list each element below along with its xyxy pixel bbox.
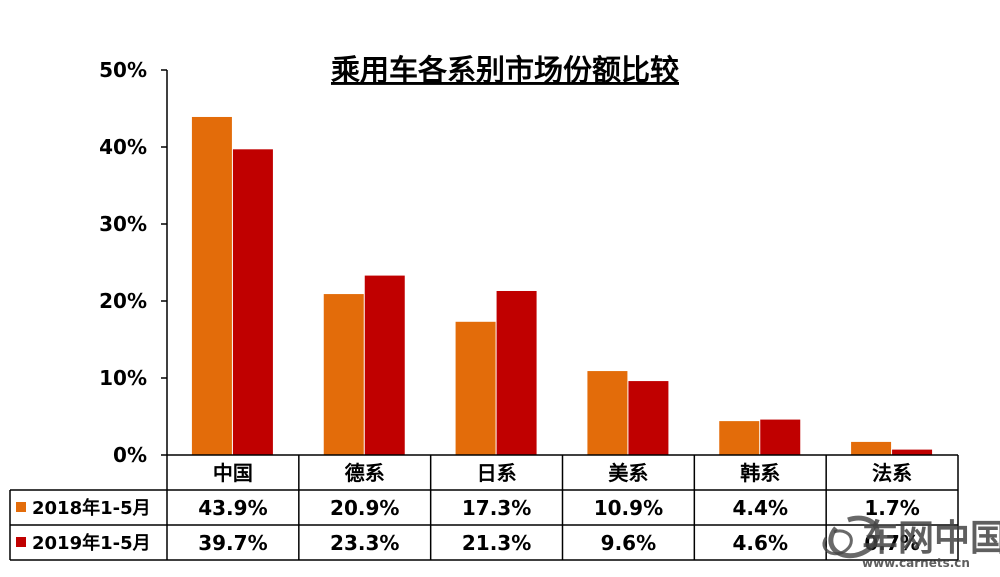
y-tick-label: 30% <box>99 212 147 236</box>
data-label: 9.6% <box>601 531 656 555</box>
bar-1-5 <box>719 421 760 455</box>
category-label: 德系 <box>345 461 385 485</box>
y-tick-label: 50% <box>99 58 147 82</box>
data-label: 4.4% <box>733 496 788 520</box>
category-label: 中国 <box>213 461 253 485</box>
bar-1-2 <box>323 294 364 455</box>
bar-1-6 <box>851 441 892 455</box>
bar-1-3 <box>455 321 496 455</box>
category-label: 美系 <box>608 461 648 485</box>
data-label: 23.3% <box>330 531 399 555</box>
category-label: 日系 <box>477 461 517 485</box>
data-label: 17.3% <box>462 496 531 520</box>
data-table: 中国 德系 日系 美系 韩系 法系 2018年1-5月 43.9% 20.9% 17.3% 10.9… <box>9 454 959 561</box>
legend-swatch <box>16 537 26 547</box>
y-tick-label: 0% <box>113 443 147 467</box>
legend-swatch <box>16 502 26 512</box>
data-label: 20.9% <box>330 496 399 520</box>
bar-2-4 <box>628 381 669 455</box>
bars <box>191 116 933 455</box>
data-label: 4.6% <box>733 531 788 555</box>
legend-label: 2018年1-5月 <box>32 497 151 519</box>
watermark-logo-icon <box>822 515 881 559</box>
watermark-url: www.carnets.cn <box>862 556 970 570</box>
bar-1-4 <box>587 371 628 455</box>
bar-2-5 <box>760 419 801 455</box>
bar-2-1 <box>232 149 273 455</box>
bar-1-1 <box>191 116 232 455</box>
y-tick-label: 20% <box>99 289 147 313</box>
legend-label: 2019年1-5月 <box>32 532 151 554</box>
category-label: 韩系 <box>740 461 780 485</box>
data-label: 43.9% <box>198 496 267 520</box>
watermark: 车网中国 www.carnets.cn <box>822 515 1000 570</box>
data-label: 10.9% <box>594 496 663 520</box>
y-axis: 0% 10% 20% 30% 40% 50% <box>99 58 168 467</box>
category-label: 法系 <box>872 461 912 485</box>
data-label: 39.7% <box>198 531 267 555</box>
data-label: 1.7% <box>864 496 919 520</box>
bar-2-2 <box>364 275 405 455</box>
y-tick-label: 40% <box>99 135 147 159</box>
y-tick-label: 10% <box>99 366 147 390</box>
watermark-text: 车网中国 <box>862 518 1000 559</box>
data-label: 21.3% <box>462 531 531 555</box>
chart-title: 乘用车各系别市场份额比较 <box>331 53 679 87</box>
bar-2-6 <box>892 449 933 455</box>
bar-2-3 <box>496 290 537 455</box>
